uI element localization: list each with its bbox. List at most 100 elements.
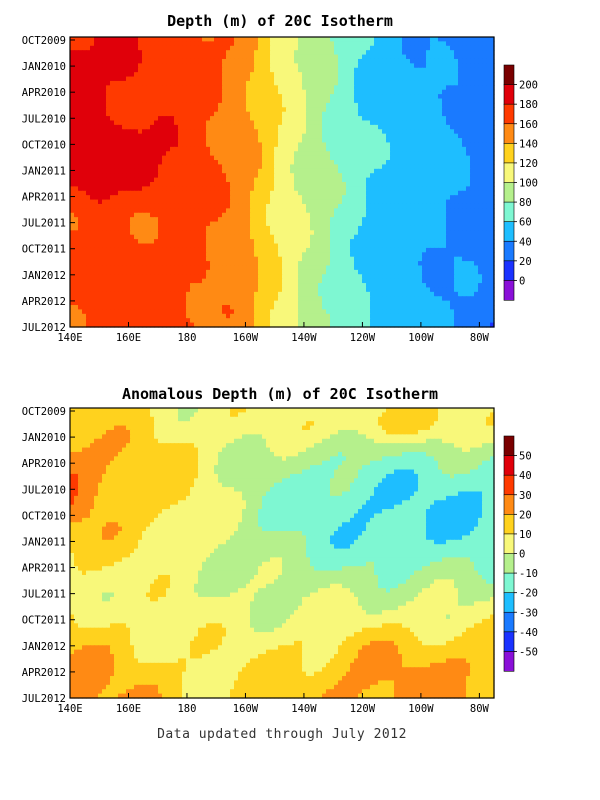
heatmap-cell [410, 50, 415, 56]
heatmap-cell [102, 58, 107, 64]
heatmap-cell [414, 199, 419, 205]
heatmap-cell [486, 80, 491, 86]
heatmap-cell [198, 67, 203, 73]
heatmap-cell [474, 94, 479, 100]
heatmap-cell [258, 190, 263, 196]
heatmap-cell [178, 146, 183, 152]
heatmap-cell [302, 67, 307, 73]
heatmap-cell [166, 102, 171, 108]
heatmap-cell [154, 63, 159, 69]
heatmap-cell [314, 146, 319, 152]
heatmap-cell [82, 195, 87, 201]
heatmap-cell [190, 234, 195, 240]
heatmap-cell [222, 190, 227, 196]
heatmap-cell [358, 195, 363, 201]
heatmap-cell [366, 177, 371, 183]
heatmap-cell [306, 80, 311, 86]
heatmap-cell [206, 177, 211, 183]
heatmap-cell [370, 45, 375, 51]
heatmap-cell [82, 124, 87, 130]
heatmap-cell [302, 230, 307, 236]
heatmap-cell [442, 177, 447, 183]
heatmap-cell [170, 217, 175, 223]
heatmap-cell [302, 98, 307, 104]
heatmap-cell [366, 230, 371, 236]
heatmap-cell [230, 142, 235, 148]
heatmap-cell [270, 212, 275, 218]
heatmap-cell [274, 234, 279, 240]
heatmap-cell [126, 168, 131, 174]
heatmap-cell [214, 89, 219, 95]
heatmap-cell [350, 217, 355, 223]
heatmap-cell [370, 54, 375, 60]
heatmap-cell [254, 160, 259, 166]
heatmap-cell [122, 85, 127, 91]
heatmap-cell [418, 58, 423, 64]
heatmap-cell [226, 89, 231, 95]
heatmap-cell [454, 58, 459, 64]
heatmap-cell [486, 107, 491, 113]
heatmap-cell [202, 41, 207, 47]
heatmap-cell [330, 72, 335, 78]
heatmap-cell [286, 160, 291, 166]
heatmap-cell [222, 173, 227, 179]
heatmap-cell [158, 146, 163, 152]
heatmap-cell [174, 199, 179, 205]
heatmap-cell [338, 76, 343, 82]
heatmap-cell [382, 168, 387, 174]
heatmap-cell [486, 50, 491, 56]
heatmap-cell [230, 234, 235, 240]
heatmap-cell [454, 133, 459, 139]
heatmap-cell [110, 239, 115, 245]
heatmap-cell [202, 116, 207, 122]
heatmap-cell [402, 85, 407, 91]
heatmap-cell [490, 203, 495, 209]
heatmap-cell [378, 80, 383, 86]
heatmap-cell [122, 239, 127, 245]
heatmap-cell [466, 80, 471, 86]
heatmap-cell [218, 89, 223, 95]
heatmap-cell [430, 142, 435, 148]
heatmap-cell [462, 208, 467, 214]
heatmap-cell [146, 107, 151, 113]
heatmap-cell [366, 89, 371, 95]
heatmap-cell [298, 146, 303, 152]
heatmap-cell [122, 120, 127, 126]
heatmap-cell [118, 67, 123, 73]
heatmap-cell [194, 107, 199, 113]
heatmap-cell [110, 124, 115, 130]
heatmap-cell [74, 111, 79, 117]
heatmap-cell [430, 173, 435, 179]
heatmap-cell [430, 129, 435, 135]
heatmap-cell [338, 142, 343, 148]
heatmap-cell [390, 234, 395, 240]
heatmap-cell [150, 195, 155, 201]
heatmap-cell [326, 155, 331, 161]
heatmap-cell [106, 111, 111, 117]
heatmap-cell [298, 138, 303, 144]
heatmap-cell [438, 133, 443, 139]
heatmap-cell [122, 199, 127, 205]
heatmap-cell [330, 129, 335, 135]
heatmap-cell [250, 225, 255, 231]
heatmap-cell [114, 102, 119, 108]
heatmap-cell [74, 217, 79, 223]
heatmap-cell [298, 177, 303, 183]
heatmap-cell [90, 221, 95, 227]
heatmap-cell [446, 142, 451, 148]
heatmap-cell [410, 111, 415, 117]
heatmap-cell [374, 168, 379, 174]
heatmap-cell [182, 111, 187, 117]
heatmap-cell [418, 142, 423, 148]
heatmap-cell [466, 155, 471, 161]
heatmap-cell [90, 120, 95, 126]
heatmap-cell [206, 124, 211, 130]
heatmap-cell [490, 116, 495, 122]
heatmap-cell [414, 239, 419, 245]
heatmap-cell [346, 203, 351, 209]
heatmap-cell [102, 94, 107, 100]
heatmap-cell [110, 221, 115, 227]
heatmap-cell [178, 111, 183, 117]
heatmap-cell [390, 58, 395, 64]
heatmap-cell [378, 120, 383, 126]
